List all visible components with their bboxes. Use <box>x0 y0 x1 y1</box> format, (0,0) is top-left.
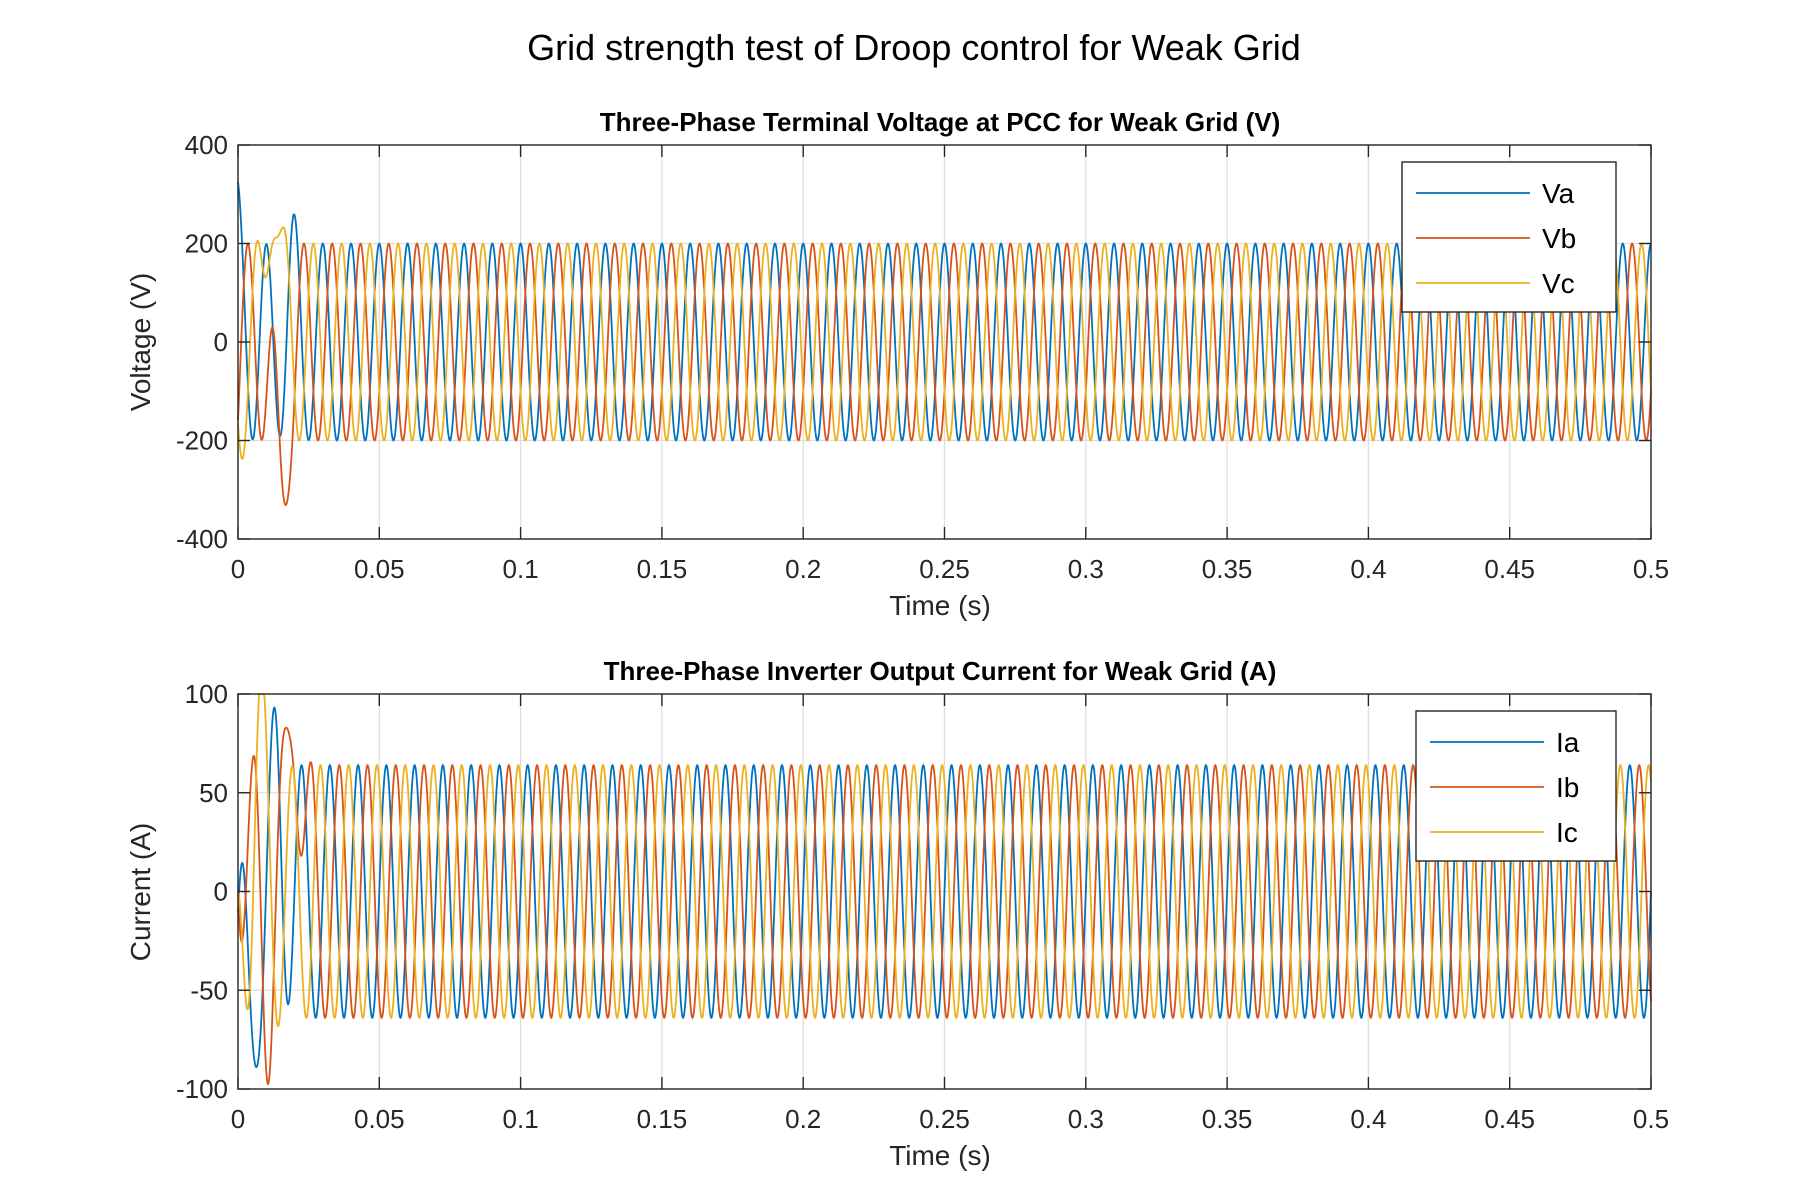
current-x-tick-label: 0.25 <box>919 1104 970 1134</box>
voltage-x-tick-label: 0 <box>231 554 245 584</box>
voltage-y-tick-label: -400 <box>176 524 228 554</box>
current-x-tick-label: 0.05 <box>354 1104 405 1134</box>
voltage-y-tick-label: -200 <box>176 426 228 456</box>
voltage-x-axis-label: Time (s) <box>889 590 991 621</box>
current-x-tick-label: 0.35 <box>1202 1104 1253 1134</box>
voltage-x-tick-label: 0.35 <box>1202 554 1253 584</box>
voltage-x-tick-label: 0.25 <box>919 554 970 584</box>
voltage-y-axis-label: Voltage (V) <box>125 273 156 412</box>
current-x-tick-label: 0.4 <box>1350 1104 1386 1134</box>
voltage-x-tick-label: 0.2 <box>785 554 821 584</box>
current-x-tick-label: 0 <box>231 1104 245 1134</box>
current-legend-label-ib: Ib <box>1556 772 1579 803</box>
current-y-tick-label: -50 <box>190 975 228 1005</box>
current-y-tick-label: 50 <box>199 778 228 808</box>
voltage-legend-box <box>1401 161 1617 313</box>
voltage-y-tick-label: 200 <box>185 229 228 259</box>
voltage-subplot: Three-Phase Terminal Voltage at PCC for … <box>125 107 1669 621</box>
voltage-x-tick-label: 0.1 <box>503 554 539 584</box>
current-plot-title: Three-Phase Inverter Output Current for … <box>604 656 1277 686</box>
voltage-legend-label-vc: Vc <box>1542 268 1575 299</box>
current-y-tick-label: -100 <box>176 1074 228 1104</box>
current-x-tick-label: 0.45 <box>1484 1104 1535 1134</box>
current-legend-box <box>1415 710 1617 862</box>
voltage-x-tick-label: 0.3 <box>1068 554 1104 584</box>
current-x-tick-label: 0.15 <box>637 1104 688 1134</box>
voltage-plot-title: Three-Phase Terminal Voltage at PCC for … <box>600 107 1281 137</box>
figure-title: Grid strength test of Droop control for … <box>527 27 1301 68</box>
voltage-legend: Va Vb Vc <box>1401 161 1617 313</box>
voltage-x-tick-label: 0.45 <box>1484 554 1535 584</box>
current-y-tick-label: 0 <box>214 877 228 907</box>
current-legend-label-ia: Ia <box>1556 727 1580 758</box>
current-x-tick-label: 0.3 <box>1068 1104 1104 1134</box>
voltage-y-tick-label: 0 <box>214 327 228 357</box>
current-series-ia-line <box>237 706 1652 1069</box>
current-subplot: Three-Phase Inverter Output Current for … <box>125 656 1669 1171</box>
current-series-ic-line <box>237 693 1652 1028</box>
current-x-axis-label: Time (s) <box>889 1140 991 1171</box>
current-legend-label-ic: Ic <box>1556 817 1578 848</box>
current-x-tick-label: 0.1 <box>503 1104 539 1134</box>
current-x-tick-label: 0.5 <box>1633 1104 1669 1134</box>
current-y-axis-label: Current (A) <box>125 823 156 961</box>
current-y-tick-label: 100 <box>185 679 228 709</box>
current-x-tick-label: 0.2 <box>785 1104 821 1134</box>
voltage-x-tick-label: 0.05 <box>354 554 405 584</box>
voltage-x-tick-label: 0.4 <box>1350 554 1386 584</box>
current-legend: Ia Ib Ic <box>1415 710 1617 862</box>
voltage-legend-label-va: Va <box>1542 178 1575 209</box>
voltage-legend-label-vb: Vb <box>1542 223 1576 254</box>
voltage-x-tick-label: 0.5 <box>1633 554 1669 584</box>
voltage-x-tick-label: 0.15 <box>637 554 688 584</box>
voltage-y-tick-label: 400 <box>185 130 228 160</box>
